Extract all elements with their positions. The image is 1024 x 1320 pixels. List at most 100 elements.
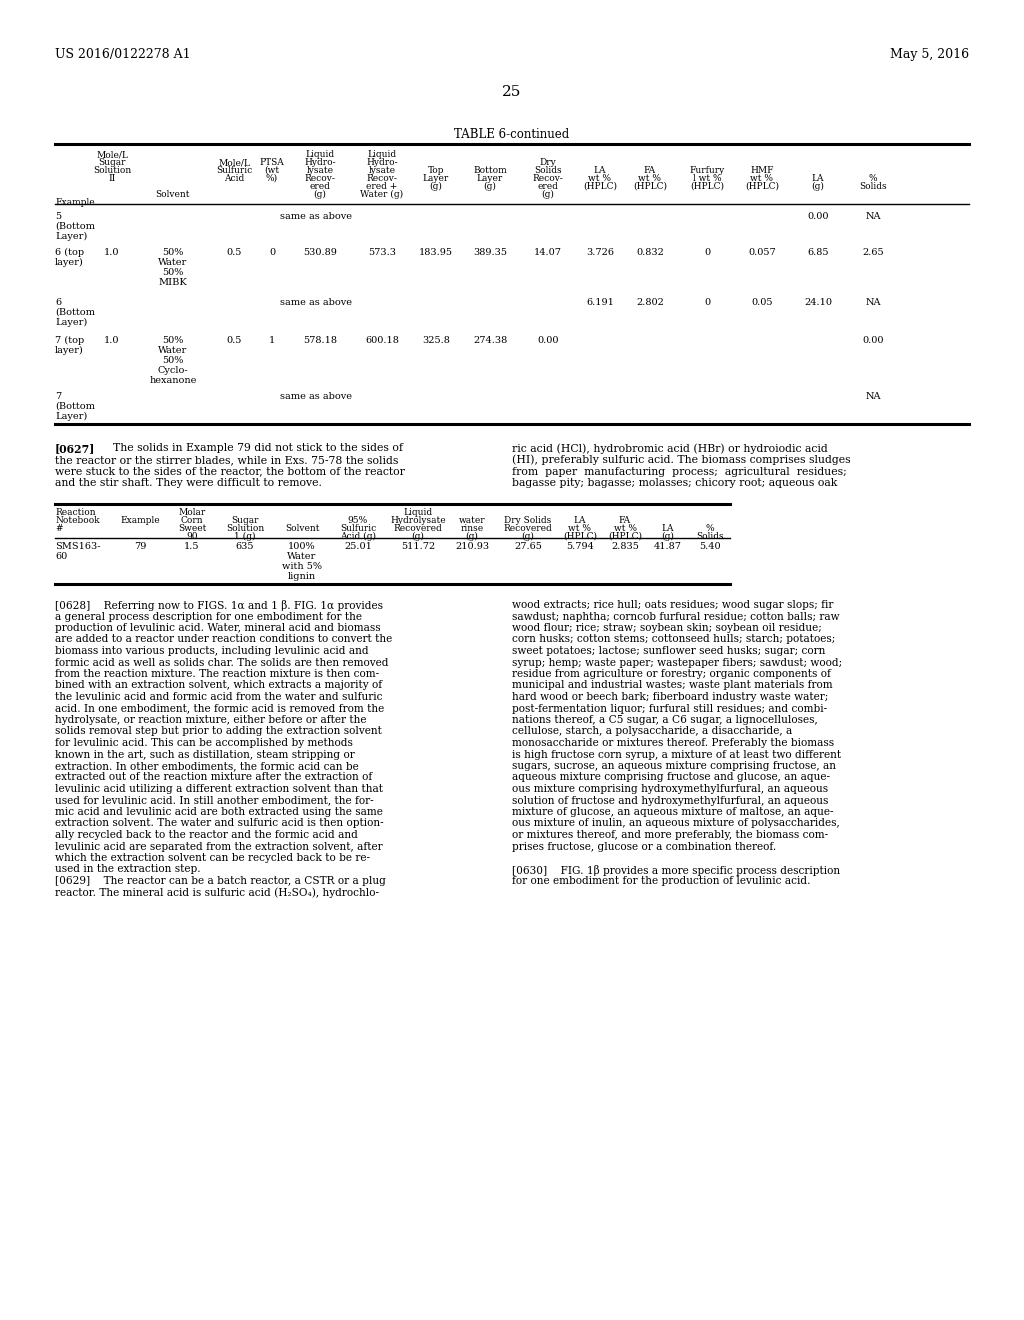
Text: 0.5: 0.5 <box>226 337 242 345</box>
Text: wood extracts; rice hull; oats residues; wood sugar slops; fir: wood extracts; rice hull; oats residues;… <box>512 601 834 610</box>
Text: water: water <box>459 516 485 525</box>
Text: Sulfuric: Sulfuric <box>340 524 376 533</box>
Text: (g): (g) <box>313 190 327 199</box>
Text: the reactor or the stirrer blades, while in Exs. 75-78 the solids: the reactor or the stirrer blades, while… <box>55 455 398 465</box>
Text: used for levulinic acid. In still another embodiment, the for-: used for levulinic acid. In still anothe… <box>55 796 374 805</box>
Text: extracted out of the reaction mixture after the extraction of: extracted out of the reaction mixture af… <box>55 772 373 783</box>
Text: nations thereof, a C5 sugar, a C6 sugar, a lignocelluloses,: nations thereof, a C5 sugar, a C6 sugar,… <box>512 715 818 725</box>
Text: from the reaction mixture. The reaction mixture is then com-: from the reaction mixture. The reaction … <box>55 669 379 678</box>
Text: Solvent: Solvent <box>156 190 190 199</box>
Text: lysate: lysate <box>306 166 334 176</box>
Text: LA: LA <box>594 166 606 176</box>
Text: extraction solvent. The water and sulfuric acid is then option-: extraction solvent. The water and sulfur… <box>55 818 384 829</box>
Text: were stuck to the sides of the reactor, the bottom of the reactor: were stuck to the sides of the reactor, … <box>55 466 404 477</box>
Text: Layer: Layer <box>423 174 450 183</box>
Text: (HPLC): (HPLC) <box>563 532 597 541</box>
Text: acid. In one embodiment, the formic acid is removed from the: acid. In one embodiment, the formic acid… <box>55 704 384 714</box>
Text: Mole/L: Mole/L <box>96 150 128 158</box>
Text: Recovered: Recovered <box>393 524 442 533</box>
Text: 2.65: 2.65 <box>862 248 884 257</box>
Text: cellulose, starch, a polysaccharide, a disaccharide, a: cellulose, starch, a polysaccharide, a d… <box>512 726 793 737</box>
Text: (HPLC): (HPLC) <box>608 532 642 541</box>
Text: ered: ered <box>309 182 331 191</box>
Text: a general process description for one embodiment for the: a general process description for one em… <box>55 611 362 622</box>
Text: (g): (g) <box>662 532 675 541</box>
Text: Dry: Dry <box>540 158 556 168</box>
Text: Liquid: Liquid <box>305 150 335 158</box>
Text: Acid (g): Acid (g) <box>340 532 376 541</box>
Text: 2.802: 2.802 <box>636 298 664 308</box>
Text: 0.00: 0.00 <box>862 337 884 345</box>
Text: [0627]: [0627] <box>55 444 95 454</box>
Text: II: II <box>109 174 116 183</box>
Text: Sugar: Sugar <box>231 516 259 525</box>
Text: post-fermentation liquor; furfural still residues; and combi-: post-fermentation liquor; furfural still… <box>512 704 827 714</box>
Text: 511.72: 511.72 <box>400 543 435 550</box>
Text: The solids in Example 79 did not stick to the sides of: The solids in Example 79 did not stick t… <box>113 444 403 453</box>
Text: 0: 0 <box>269 248 275 257</box>
Text: corn husks; cotton stems; cottonseed hulls; starch; potatoes;: corn husks; cotton stems; cottonseed hul… <box>512 635 836 644</box>
Text: Hydro-: Hydro- <box>367 158 397 168</box>
Text: (Bottom: (Bottom <box>55 308 95 317</box>
Text: 210.93: 210.93 <box>455 543 489 550</box>
Text: known in the art, such as distillation, steam stripping or: known in the art, such as distillation, … <box>55 750 354 759</box>
Text: ous mixture of inulin, an aqueous mixture of polysaccharides,: ous mixture of inulin, an aqueous mixtur… <box>512 818 840 829</box>
Text: 0.05: 0.05 <box>752 298 773 308</box>
Text: the levulinic acid and formic acid from the water and sulfuric: the levulinic acid and formic acid from … <box>55 692 383 702</box>
Text: 27.65: 27.65 <box>514 543 542 550</box>
Text: ered +: ered + <box>367 182 397 191</box>
Text: bagasse pity; bagasse; molasses; chicory root; aqueous oak: bagasse pity; bagasse; molasses; chicory… <box>512 478 838 488</box>
Text: NA: NA <box>865 392 881 401</box>
Text: municipal and industrial wastes; waste plant materials from: municipal and industrial wastes; waste p… <box>512 681 833 690</box>
Text: Recov-: Recov- <box>304 174 336 183</box>
Text: (HPLC): (HPLC) <box>690 182 724 191</box>
Text: 100%: 100% <box>288 543 315 550</box>
Text: for one embodiment for the production of levulinic acid.: for one embodiment for the production of… <box>512 876 811 886</box>
Text: (g): (g) <box>483 182 497 191</box>
Text: 0.057: 0.057 <box>749 248 776 257</box>
Text: HMF: HMF <box>751 166 774 176</box>
Text: 7 (top: 7 (top <box>55 337 84 345</box>
Text: l wt %: l wt % <box>692 174 721 183</box>
Text: (HI), preferably sulfuric acid. The biomass comprises sludges: (HI), preferably sulfuric acid. The biom… <box>512 455 851 466</box>
Text: 5: 5 <box>55 213 61 220</box>
Text: Solution: Solution <box>93 166 131 176</box>
Text: Liquid: Liquid <box>368 150 396 158</box>
Text: Water: Water <box>288 552 316 561</box>
Text: solids removal step but prior to adding the extraction solvent: solids removal step but prior to adding … <box>55 726 382 737</box>
Text: Hydrolysate: Hydrolysate <box>390 516 445 525</box>
Text: [0630]    FIG. 1β provides a more specific process description: [0630] FIG. 1β provides a more specific … <box>512 865 840 875</box>
Text: residue from agriculture or forestry; organic components of: residue from agriculture or forestry; or… <box>512 669 830 678</box>
Text: used in the extraction step.: used in the extraction step. <box>55 865 201 874</box>
Text: Cyclo-: Cyclo- <box>158 366 188 375</box>
Text: (Bottom: (Bottom <box>55 222 95 231</box>
Text: biomass into various products, including levulinic acid and: biomass into various products, including… <box>55 645 369 656</box>
Text: which the extraction solvent can be recycled back to be re-: which the extraction solvent can be recy… <box>55 853 370 863</box>
Text: ous mixture comprising hydroxymethylfurfural, an aqueous: ous mixture comprising hydroxymethylfurf… <box>512 784 828 795</box>
Text: same as above: same as above <box>280 213 352 220</box>
Text: levulinic acid utilizing a different extraction solvent than that: levulinic acid utilizing a different ext… <box>55 784 383 795</box>
Text: (wt: (wt <box>264 166 280 176</box>
Text: Top: Top <box>428 166 444 176</box>
Text: wt %: wt % <box>568 524 592 533</box>
Text: 600.18: 600.18 <box>366 337 399 345</box>
Text: 6: 6 <box>55 298 61 308</box>
Text: aqueous mixture comprising fructose and glucose, an aque-: aqueous mixture comprising fructose and … <box>512 772 830 783</box>
Text: MIBK: MIBK <box>159 279 187 286</box>
Text: 25: 25 <box>503 84 521 99</box>
Text: Solids: Solids <box>859 182 887 191</box>
Text: Notebook: Notebook <box>55 516 99 525</box>
Text: 1.0: 1.0 <box>104 337 120 345</box>
Text: wt %: wt % <box>589 174 611 183</box>
Text: Liquid: Liquid <box>403 508 432 517</box>
Text: hard wood or beech bark; fiberboard industry waste water;: hard wood or beech bark; fiberboard indu… <box>512 692 828 702</box>
Text: Water: Water <box>159 346 187 355</box>
Text: 325.8: 325.8 <box>422 337 450 345</box>
Text: formic acid as well as solids char. The solids are then removed: formic acid as well as solids char. The … <box>55 657 388 668</box>
Text: Molar: Molar <box>178 508 206 517</box>
Text: %: % <box>868 174 878 183</box>
Text: 635: 635 <box>236 543 254 550</box>
Text: 1 (g): 1 (g) <box>234 532 256 541</box>
Text: 0.00: 0.00 <box>807 213 828 220</box>
Text: 0: 0 <box>703 298 710 308</box>
